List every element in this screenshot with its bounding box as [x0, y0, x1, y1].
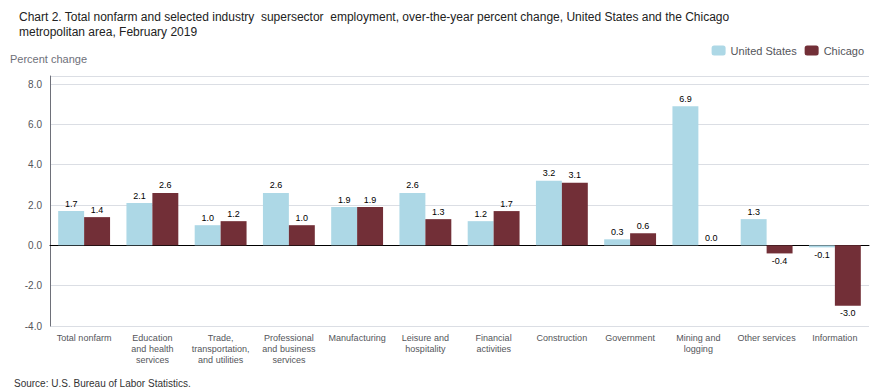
svg-text:-2.0: -2.0 [25, 280, 43, 291]
svg-text:Manufacturing: Manufacturing [329, 333, 386, 343]
svg-text:activities: activities [476, 344, 511, 354]
svg-text:Chicago: Chicago [824, 45, 864, 57]
svg-text:6.0: 6.0 [28, 119, 42, 130]
svg-text:2.1: 2.1 [133, 191, 146, 201]
svg-text:-0.1: -0.1 [814, 250, 830, 260]
svg-text:1.9: 1.9 [364, 195, 377, 205]
svg-text:services: services [272, 355, 306, 365]
svg-text:Other services: Other services [738, 333, 797, 343]
svg-text:1.0: 1.0 [296, 213, 309, 223]
svg-text:-3.0: -3.0 [840, 308, 856, 318]
svg-text:1.3: 1.3 [747, 207, 760, 217]
svg-text:Financial: Financial [476, 333, 512, 343]
svg-text:6.9: 6.9 [679, 94, 692, 104]
svg-text:1.9: 1.9 [338, 195, 351, 205]
svg-text:Government: Government [605, 333, 655, 343]
svg-text:-0.4: -0.4 [772, 256, 788, 266]
svg-text:1.3: 1.3 [432, 207, 445, 217]
svg-text:1.7: 1.7 [500, 199, 513, 209]
svg-text:2.6: 2.6 [270, 180, 283, 190]
svg-text:1.2: 1.2 [474, 209, 487, 219]
svg-text:transportation,: transportation, [192, 344, 250, 354]
svg-text:4.0: 4.0 [28, 159, 42, 170]
svg-text:Total nonfarm: Total nonfarm [57, 333, 112, 343]
svg-text:Chart 2. Total nonfarm and sel: Chart 2. Total nonfarm and selected indu… [19, 10, 729, 24]
svg-text:United States: United States [731, 45, 798, 57]
svg-text:Mining and: Mining and [676, 333, 720, 343]
svg-text:Source: U.S. Bureau of Labor S: Source: U.S. Bureau of Labor Statistics. [14, 378, 191, 389]
svg-text:Construction: Construction [537, 333, 588, 343]
svg-text:1.4: 1.4 [91, 205, 104, 215]
svg-text:1.7: 1.7 [65, 199, 78, 209]
svg-text:Education: Education [132, 333, 172, 343]
svg-text:1.2: 1.2 [227, 209, 240, 219]
svg-text:Information: Information [812, 333, 857, 343]
svg-text:2.0: 2.0 [28, 200, 42, 211]
svg-text:2.6: 2.6 [406, 180, 419, 190]
svg-text:and utilities: and utilities [198, 355, 244, 365]
svg-text:2.6: 2.6 [159, 180, 172, 190]
svg-text:hospitality: hospitality [405, 344, 446, 354]
svg-text:1.0: 1.0 [201, 213, 214, 223]
svg-text:and health: and health [131, 344, 173, 354]
svg-text:logging: logging [684, 344, 713, 354]
svg-text:8.0: 8.0 [28, 79, 42, 90]
svg-text:-4.0: -4.0 [25, 321, 43, 332]
svg-text:services: services [136, 355, 170, 365]
svg-text:0.3: 0.3 [611, 227, 624, 237]
svg-text:0.6: 0.6 [637, 221, 650, 231]
svg-text:0.0: 0.0 [28, 240, 42, 251]
svg-text:0.0: 0.0 [705, 233, 718, 243]
svg-text:Leisure and: Leisure and [402, 333, 449, 343]
svg-text:metropolitan area, February 20: metropolitan area, February 2019 [19, 25, 197, 39]
svg-text:3.1: 3.1 [569, 170, 582, 180]
svg-text:Percent change: Percent change [10, 53, 87, 65]
svg-text:and business: and business [262, 344, 316, 354]
svg-text:3.2: 3.2 [543, 168, 556, 178]
svg-text:Trade,: Trade, [208, 333, 234, 343]
svg-text:Professional: Professional [264, 333, 314, 343]
